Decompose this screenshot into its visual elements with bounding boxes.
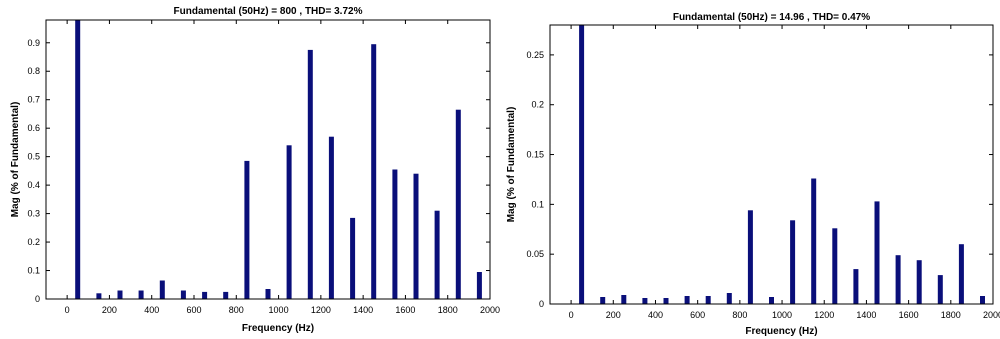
bar — [96, 293, 102, 299]
x-tick-label: 1200 — [814, 310, 834, 320]
bar — [600, 297, 606, 304]
x-tick-label: 1000 — [269, 305, 289, 315]
bar — [371, 44, 377, 299]
bar — [705, 296, 711, 304]
plot-area — [550, 25, 993, 304]
bar — [980, 296, 985, 304]
x-tick-label: 2000 — [983, 310, 1000, 320]
bar — [811, 178, 817, 304]
x-tick-label: 1800 — [941, 310, 961, 320]
chart-1: 0 200 400 600 800 1000 1200 1400 1600 1800 2000 0 0.… — [10, 6, 500, 334]
x-tick-label: 0 — [65, 305, 70, 315]
bar — [413, 173, 419, 299]
bar — [350, 217, 356, 299]
y-tick-label: 0.25 — [526, 50, 544, 60]
bar — [138, 290, 144, 299]
x-tick-label: 1400 — [353, 305, 373, 315]
bar — [265, 289, 271, 299]
y-tick-label: 0.8 — [27, 66, 40, 76]
y-tick-label: 0.1 — [27, 266, 40, 276]
bar — [916, 260, 922, 304]
bar — [874, 201, 880, 304]
bar — [958, 244, 964, 304]
bar — [937, 275, 943, 304]
y-tick-label: 0.7 — [27, 95, 40, 105]
bar — [392, 169, 398, 299]
chart-2: 0 200 400 600 800 1000 1200 1400 1600 1800 2000 0 0.… — [506, 12, 1000, 337]
y-tick-label: 0 — [539, 299, 544, 309]
bar — [202, 291, 208, 299]
x-tick-label: 800 — [229, 305, 244, 315]
y-tick-label: 0.6 — [27, 123, 40, 133]
x-tick-label: 1600 — [899, 310, 919, 320]
bar — [853, 269, 859, 304]
bar — [328, 136, 334, 299]
x-tick-label: 1200 — [311, 305, 331, 315]
y-tick-label: 0.15 — [526, 150, 544, 160]
y-tick-label: 0.5 — [27, 152, 40, 162]
bar — [476, 272, 482, 299]
axes-frame — [549, 24, 994, 305]
bar — [180, 290, 186, 299]
bar — [726, 293, 732, 304]
x-tick-label: 2000 — [480, 305, 500, 315]
y-tick-label: 0.3 — [27, 209, 40, 219]
bar — [223, 291, 229, 299]
x-tick-label: 1600 — [395, 305, 415, 315]
y-axis-label: Mag (% of Fundamental) — [10, 102, 21, 218]
y-tick-label: 0.1 — [531, 199, 544, 209]
bar — [832, 228, 838, 304]
y-tick-label: 0.4 — [27, 180, 40, 190]
y-tick-label: 0.2 — [27, 237, 40, 247]
bar — [455, 109, 461, 299]
x-tick-label: 400 — [648, 310, 663, 320]
x-axis-label: Frequency (Hz) — [745, 326, 817, 337]
bar — [117, 290, 123, 299]
y-tick-label: 0.9 — [27, 38, 40, 48]
x-tick-label: 400 — [144, 305, 159, 315]
y-axis-label: Mag (% of Fundamental) — [506, 107, 517, 223]
x-axis-label: Frequency (Hz) — [242, 323, 314, 334]
x-tick-label: 800 — [732, 310, 747, 320]
plot-area — [46, 20, 490, 299]
x-tick-label: 600 — [690, 310, 705, 320]
bar — [769, 297, 774, 304]
bar — [663, 298, 669, 304]
bar — [159, 280, 165, 299]
x-tick-label: 200 — [606, 310, 621, 320]
chart-title: Fundamental (50Hz) = 14.96 , THD= 0.47% — [673, 12, 870, 23]
x-tick-label: 600 — [186, 305, 201, 315]
bar — [684, 296, 690, 304]
bar — [579, 25, 585, 304]
x-tick-label: 1400 — [856, 310, 876, 320]
y-tick-label: 0.05 — [526, 249, 544, 259]
x-tick-label: 0 — [569, 310, 574, 320]
bar — [642, 298, 648, 304]
bar — [790, 220, 796, 304]
x-tick-label: 200 — [102, 305, 117, 315]
bar — [286, 145, 292, 299]
bar — [307, 49, 313, 299]
bar — [434, 210, 440, 299]
chart-title: Fundamental (50Hz) = 800 , THD= 3.72% — [174, 6, 363, 17]
bar-series — [75, 20, 482, 299]
bar — [244, 160, 250, 299]
axes-frame — [45, 19, 491, 300]
y-tick-label: 0 — [35, 294, 40, 304]
y-tick-label: 0.2 — [531, 100, 544, 110]
bar — [747, 210, 753, 304]
x-tick-label: 1000 — [772, 310, 792, 320]
bar — [75, 20, 81, 299]
bar — [895, 255, 901, 304]
bar — [621, 295, 627, 304]
x-tick-label: 1800 — [438, 305, 458, 315]
bar-series — [579, 25, 985, 304]
